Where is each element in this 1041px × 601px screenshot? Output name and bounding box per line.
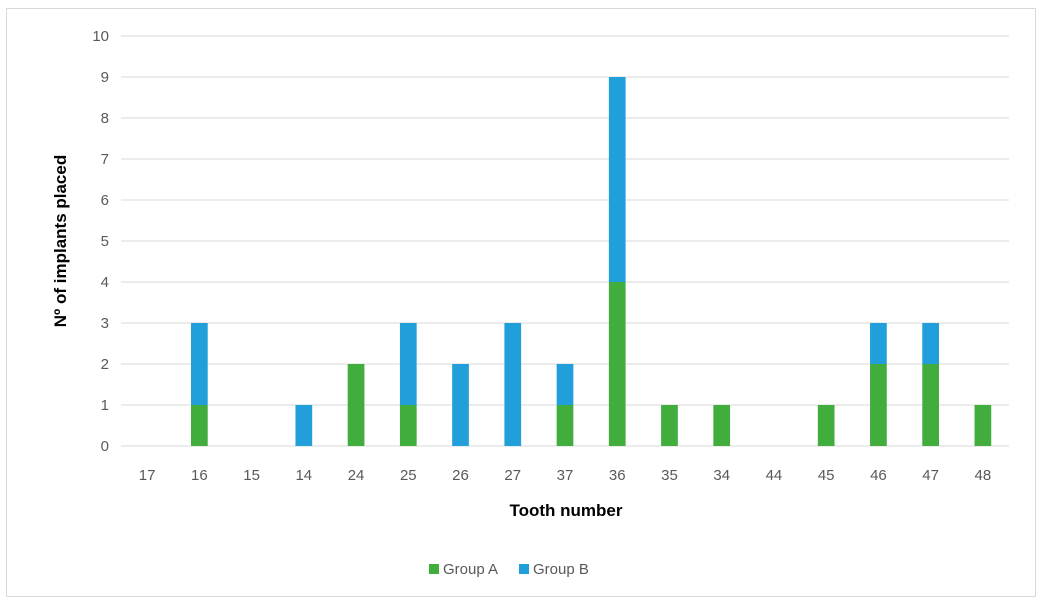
x-tick-label: 27: [504, 467, 521, 484]
bar-group-b-25: [399, 323, 417, 405]
x-tick-label: 15: [243, 467, 260, 484]
bar-group-a-25: [399, 405, 417, 446]
x-tick-label: 48: [975, 467, 992, 484]
x-tick-label: 47: [922, 467, 939, 484]
x-tick-label: 25: [400, 467, 417, 484]
y-tick-label: 2: [101, 356, 109, 373]
bar-group-b-46: [870, 323, 887, 364]
x-tick-label: 24: [348, 467, 365, 484]
legend-swatch: [429, 564, 439, 574]
x-axis-ticks: 17 16 15 14 24 25 26 27 37 36 35 34 44 45 46 47 48: [139, 467, 991, 484]
y-tick-label: 6: [101, 192, 109, 209]
x-tick-label: 16: [191, 467, 208, 484]
bar-group-a-24: [347, 364, 365, 446]
x-tick-label: 14: [295, 467, 312, 484]
bar-group-a-16: [190, 405, 208, 446]
legend: Group A Group B: [429, 561, 589, 578]
bar-group-b-47: [922, 323, 940, 364]
y-tick-label: 9: [101, 69, 109, 86]
bar-group-a-47: [922, 364, 940, 446]
x-tick-label: 45: [818, 467, 835, 484]
x-axis-title: Tooth number: [510, 501, 623, 520]
y-tick-label: 4: [101, 274, 109, 291]
chart-frame: 0 1 2 3 4 5 6 7 8 9 10 17 16 15 14 24 25 26 27 37 36 35 34 44 4…: [6, 8, 1036, 597]
bar-group-b-16: [190, 323, 208, 405]
y-axis-ticks: 0 1 2 3 4 5 6 7 8 9 10: [92, 28, 109, 455]
y-tick-label: 5: [101, 233, 109, 250]
bar-group-b-14: [295, 405, 313, 446]
x-tick-label: 36: [609, 467, 626, 484]
bar-group-a-34: [713, 405, 731, 446]
gridlines: [121, 35, 1009, 447]
bar-group-a-46: [870, 364, 887, 446]
x-tick-label: 26: [452, 467, 469, 484]
x-tick-label: 44: [766, 467, 783, 484]
bar-group-a-45: [817, 405, 835, 446]
bar-group-b-27: [504, 323, 522, 446]
y-tick-label: 1: [101, 397, 109, 414]
x-tick-label: 17: [139, 467, 156, 484]
y-tick-label: 3: [101, 315, 109, 332]
bar-group-b-37: [556, 364, 574, 405]
bar-group-a-36: [608, 282, 626, 446]
y-tick-label: 7: [101, 151, 109, 168]
legend-label: Group B: [533, 561, 589, 578]
legend-label: Group A: [443, 561, 498, 578]
bar-group-b-26: [452, 364, 469, 446]
y-tick-label: 10: [92, 28, 109, 45]
bars: [190, 77, 992, 446]
bar-group-a-48: [974, 405, 992, 446]
x-tick-label: 46: [870, 467, 887, 484]
y-tick-label: 8: [101, 110, 109, 127]
bar-group-a-35: [661, 405, 678, 446]
legend-swatch: [519, 564, 529, 574]
y-tick-label: 0: [101, 438, 109, 455]
x-tick-label: 37: [557, 467, 574, 484]
y-axis-title: Nº of implants placed: [51, 155, 70, 327]
bar-group-b-36: [608, 77, 626, 282]
x-tick-label: 34: [713, 467, 730, 484]
x-tick-label: 35: [661, 467, 678, 484]
bar-group-a-37: [556, 405, 574, 446]
